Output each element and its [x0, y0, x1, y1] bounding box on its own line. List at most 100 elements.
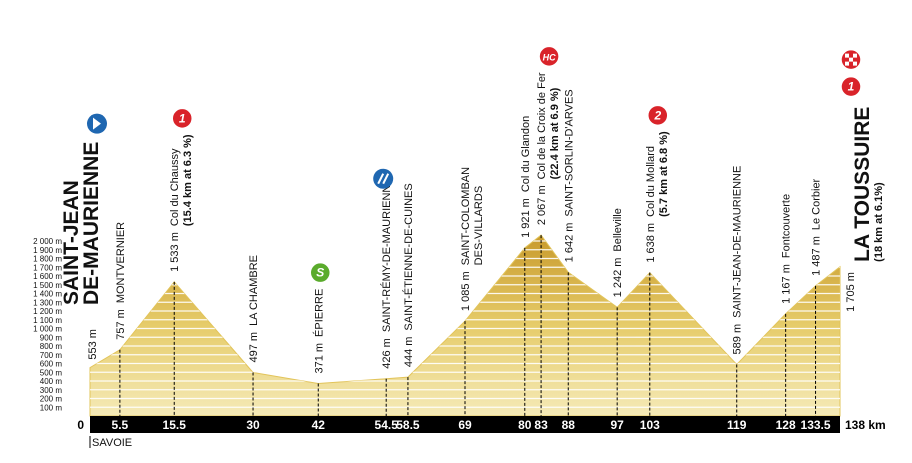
altitude-label: 2 067 m [536, 185, 548, 225]
waypoint-name: MONTVERNIER [115, 222, 127, 303]
waypoint-label: 1 487 m Le Corbier [811, 178, 823, 275]
x-tick-label: 58.5 [396, 418, 420, 432]
waypoint-label: 1 533 m Col du Chaussy [169, 148, 181, 272]
y-tick-label: 800 m [40, 342, 63, 351]
waypoint-label: 444 m SAINT-ÉTIENNE-DE-CUINES [402, 183, 415, 367]
altitude-label: 1 242 m [612, 258, 624, 298]
altitude-label: 497 m [248, 332, 260, 363]
y-tick-label: 1 500 m [33, 281, 62, 290]
altitude-label: 1 167 m [781, 264, 793, 304]
waypoint-label: 426 m SAINT-RÉMY-DE-MAURIENNE [380, 177, 393, 368]
waypoint-name: SAINT-JEAN-DE-MAURIENNE [732, 166, 744, 318]
y-tick-label: 200 m [40, 395, 63, 404]
waypoint-label: 497 m LA CHAMBRE [248, 255, 260, 363]
climb-detail: (18 km at 6.1%) [873, 182, 885, 262]
x-tick-label: 138 km [845, 418, 886, 432]
category-badge [647, 104, 669, 127]
waypoint-label: 1 167 m Fontcouverte [781, 194, 793, 304]
finish-flag [853, 53, 857, 58]
altitude-label: 553 m [87, 329, 99, 360]
x-tick-label: 80 [518, 418, 532, 432]
y-tick-label: 2 000 m [33, 237, 62, 246]
waypoint-name: SAINT-SORLIN-D'ARVES [563, 89, 575, 216]
waypoint-name: Belleville [612, 208, 624, 251]
x-tick-label: 97 [610, 418, 624, 432]
waypoint-name: SAINT-ÉTIENNE-DE-CUINES [402, 183, 415, 330]
category-badge-label: S [316, 266, 324, 280]
x-tick-label: 133.5 [801, 418, 831, 432]
climb-detail: (22.4 km at 6.9 %) [549, 87, 561, 179]
category-badge [309, 261, 332, 284]
finish-flag [845, 61, 849, 66]
y-tick-label: 1 600 m [33, 272, 62, 281]
y-tick-label: 400 m [40, 377, 63, 386]
waypoint-label: 2 067 m Col de la Croix de Fer [536, 72, 548, 225]
y-tick-label: 1 700 m [33, 263, 62, 272]
x-tick-label: 103 [640, 418, 660, 432]
altitude-label: 1 533 m [169, 232, 181, 272]
altitude-label: 1 487 m [811, 236, 823, 276]
waypoint-label: 1 642 m SAINT-SORLIN-D'ARVES [563, 89, 575, 262]
x-tick-label: 128 [776, 418, 796, 432]
category-badge-label: 2 [653, 108, 661, 122]
waypoint-label: 1 638 m Col du Mollard [645, 146, 657, 263]
category-badge-label: HC [543, 52, 556, 62]
waypoint-name: Col de la Croix de Fer [536, 72, 548, 179]
y-tick-label: 100 m [40, 403, 63, 412]
x-tick-label: 69 [458, 418, 472, 432]
category-badge [171, 107, 193, 130]
waypoint-name: Fontcouverte [781, 194, 793, 258]
y-tick-label: 300 m [40, 386, 63, 395]
y-tick-label: 900 m [40, 333, 63, 342]
altitude-label: 371 m [313, 343, 325, 374]
waypoint-name: SAINT-COLOMBAN [460, 167, 472, 265]
y-tick-label: 1 100 m [33, 316, 62, 325]
waypoint-name: LA CHAMBRE [248, 255, 260, 326]
x-tick-label: 119 [727, 418, 747, 432]
x-tick-label: 15.5 [163, 418, 187, 432]
altitude-label: 1 638 m [645, 223, 657, 263]
x-tick-label: 54.5 [375, 418, 399, 432]
waypoint-label: 1 085 m SAINT-COLOMBAN [460, 167, 472, 311]
y-tick-label: 1 800 m [33, 255, 62, 264]
altitude-label: 444 m [403, 337, 415, 368]
y-tick-label: 1 200 m [33, 307, 62, 316]
km-bar [90, 416, 840, 433]
category-badge-label: 1 [848, 80, 855, 94]
waypoint-label: 371 m ÉPIERRE [312, 289, 325, 374]
feed-mark [377, 173, 390, 185]
finish-flag [845, 53, 849, 58]
altitude-label: 1 705 m [845, 272, 857, 312]
waypoint-name: ÉPIERRE [312, 289, 325, 337]
altitude-label: 1 085 m [460, 271, 472, 311]
altitude-label: 757 m [115, 309, 127, 340]
waypoint-label: 1 921 m Col du Glandon [520, 116, 532, 238]
waypoint-name: Le Corbier [811, 178, 823, 230]
finish-flag [853, 61, 857, 66]
finish-flag [849, 57, 853, 62]
y-tick-label: 600 m [40, 360, 63, 369]
x-tick-label: 5.5 [112, 418, 129, 432]
start-arrow [93, 117, 101, 130]
waypoint-label: 589 m SAINT-JEAN-DE-MAURIENNE [732, 166, 744, 355]
y-tick-label: 1 400 m [33, 290, 62, 299]
altitude-label: 426 m [381, 338, 393, 369]
category-badge-label: 1 [179, 111, 186, 125]
category-badge [840, 75, 862, 98]
feed-icon [373, 168, 394, 189]
waypoint-name: Col du Chaussy [169, 148, 181, 226]
waypoint-name: Col du Glandon [520, 116, 532, 192]
climb-detail: (5.7 km at 6.8 %) [658, 131, 670, 217]
x-tick-label: 83 [534, 418, 548, 432]
altitude-label: 1 642 m [563, 223, 575, 263]
y-tick-label: 500 m [40, 368, 63, 377]
climb-detail: (15.4 km at 6.3 %) [182, 134, 194, 226]
start-name: SAINT-JEAN [60, 180, 83, 305]
waypoint-label: 1 242 m Belleville [612, 208, 624, 297]
y-tick-label: 1 000 m [33, 325, 62, 334]
waypoint-label: 757 m MONTVERNIER [115, 222, 127, 340]
altitude-label: 589 m [732, 324, 744, 355]
region-label: SAVOIE [92, 437, 132, 449]
y-tick-label: 700 m [40, 351, 63, 360]
